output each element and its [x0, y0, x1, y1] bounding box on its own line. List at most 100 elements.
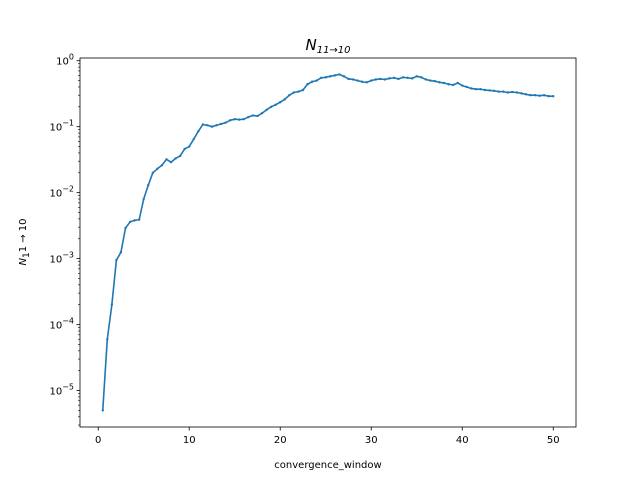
data-point [497, 90, 500, 93]
plot-area [101, 73, 555, 412]
data-point [356, 79, 359, 82]
data-point [128, 220, 132, 224]
data-point [547, 94, 550, 98]
data-point [429, 79, 432, 82]
data-point [274, 103, 277, 106]
data-point [165, 158, 168, 161]
x-axis-label: convergence_window [274, 460, 381, 471]
data-point [256, 114, 259, 118]
data-point [201, 123, 205, 126]
y-tick-label: 10−5 [49, 383, 74, 398]
data-point [465, 85, 468, 89]
data-point [156, 167, 159, 170]
x-axis-ticks: 0 10 20 30 40 50 [95, 427, 560, 446]
data-point [456, 81, 459, 85]
data-point [215, 124, 218, 127]
data-point [283, 98, 286, 101]
data-point [442, 81, 446, 85]
data-point [470, 87, 473, 90]
data-point [529, 94, 532, 97]
data-point [410, 77, 414, 80]
x-tick-label: 10 [183, 435, 196, 446]
x-tick-label: 0 [95, 435, 101, 446]
y-tick-label: 10−3 [49, 251, 74, 266]
data-point [365, 81, 368, 84]
data-point [515, 91, 519, 94]
data-point [483, 88, 487, 92]
data-point [506, 91, 509, 94]
data-point [101, 409, 104, 412]
data-point [501, 90, 505, 93]
data-point [488, 89, 491, 92]
data-point [242, 117, 246, 121]
y-tick-label: 10−4 [49, 317, 74, 332]
data-point [238, 118, 241, 121]
data-point [188, 145, 191, 148]
data-point [520, 92, 523, 95]
data-point [174, 157, 177, 160]
data-point [233, 117, 236, 121]
data-point [115, 258, 118, 262]
data-point [228, 119, 232, 122]
y-axis-label-sub: 1 [22, 252, 32, 258]
chart-title-sub: 11→10 [317, 45, 351, 56]
data-point [351, 78, 355, 81]
data-point [374, 78, 377, 81]
data-point [269, 105, 273, 109]
data-point [119, 251, 123, 254]
x-tick-label: 40 [456, 435, 469, 446]
data-point [147, 183, 150, 187]
data-point [297, 90, 300, 93]
y-tick-label: 10−1 [49, 119, 74, 134]
data-point [183, 147, 186, 151]
data-point [329, 75, 332, 78]
data-point [206, 124, 209, 127]
data-point [333, 74, 337, 77]
data-point [260, 112, 264, 115]
data-point [265, 108, 268, 112]
y-axis-ticks: 10−5 10−4 10−3 10−2 10−1 100 [49, 53, 80, 426]
data-point [438, 81, 441, 84]
data-point [324, 76, 327, 79]
data-point [360, 80, 364, 83]
data-point [142, 197, 145, 201]
data-point [342, 75, 346, 78]
data-point [219, 122, 223, 126]
data-point [292, 91, 296, 94]
data-point [347, 77, 350, 81]
data-point [415, 75, 418, 78]
data-point [511, 90, 514, 94]
data-point [315, 79, 318, 82]
x-tick-label: 20 [274, 435, 287, 446]
data-point [137, 218, 141, 221]
data-point [160, 164, 164, 167]
axes-frame [79, 57, 577, 428]
data-point [247, 115, 250, 119]
data-point [524, 93, 528, 96]
y-tick-label: 100 [56, 53, 74, 68]
data-point [110, 303, 114, 306]
data-point [406, 76, 409, 80]
data-point [210, 125, 214, 128]
data-point [388, 77, 391, 80]
data-point [538, 94, 541, 97]
data-point [306, 83, 309, 86]
data-point [379, 77, 382, 81]
data-point [424, 78, 428, 81]
data-point [492, 89, 496, 93]
data-point [106, 338, 109, 341]
data-point [392, 76, 396, 80]
data-point [401, 76, 405, 79]
data-point [552, 94, 555, 98]
y-axis-label-main: N [18, 258, 29, 266]
data-point [542, 94, 546, 97]
y-axis-label-rest: 1 → 10 [18, 218, 29, 252]
data-point [461, 84, 464, 87]
data-point [310, 80, 314, 83]
data-point [197, 130, 200, 133]
y-tick-label: 10−2 [49, 185, 74, 200]
data-point [474, 88, 478, 91]
chart-title: N11→10 [305, 36, 350, 56]
